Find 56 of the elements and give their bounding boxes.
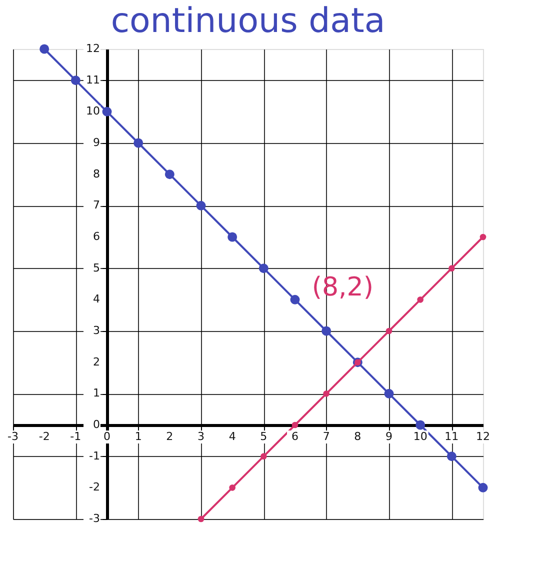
point — [416, 420, 426, 430]
point — [102, 106, 112, 116]
x-tick-label: 3 — [198, 430, 204, 443]
y-tick-label: 3 — [93, 324, 100, 337]
y-tick-label: 6 — [93, 230, 100, 243]
point — [290, 294, 300, 304]
y-tick-label: 4 — [93, 292, 100, 306]
point — [480, 234, 486, 240]
x-tick-label: -3 — [8, 430, 18, 443]
x-tick-label: 11 — [444, 430, 459, 443]
y-tick-label: 10 — [86, 104, 100, 118]
point — [258, 264, 268, 274]
point — [196, 200, 206, 210]
y-tick-label: 2 — [93, 355, 100, 368]
point — [198, 516, 204, 522]
y-tick-label: 0 — [93, 418, 100, 431]
chart-title: continuous data — [110, 1, 386, 41]
point — [448, 265, 455, 272]
point — [478, 482, 488, 492]
x-tick-label: 7 — [322, 430, 330, 443]
x-tick-label: -2 — [38, 430, 50, 443]
x-tick-label: 12 — [476, 430, 490, 443]
point — [260, 453, 267, 460]
x-tick-label: 5 — [260, 430, 268, 443]
x-tick-label: 4 — [228, 430, 236, 443]
point — [164, 170, 174, 180]
x-tick-label: 8 — [354, 430, 362, 443]
x-tick-label: 6 — [292, 430, 298, 443]
y-tick-label: 1 — [93, 386, 100, 400]
y-tick-label: -3 — [89, 512, 100, 525]
y-tick-label: 12 — [86, 42, 100, 55]
y-tick-label: -1 — [89, 449, 100, 462]
y-tick-label: 7 — [93, 198, 100, 212]
y-tick-label: -2 — [89, 480, 100, 494]
y-tick-label: 5 — [93, 261, 100, 274]
point — [40, 44, 50, 54]
x-tick-label: 10 — [413, 430, 428, 443]
point — [446, 452, 456, 462]
y-tick-label: 11 — [86, 73, 100, 86]
point — [70, 76, 80, 86]
point — [228, 232, 238, 242]
point — [292, 422, 298, 428]
x-tick-label: 9 — [386, 430, 392, 443]
x-tick-label: 2 — [166, 430, 174, 443]
point — [323, 390, 330, 397]
x-tick-label: 1 — [134, 430, 142, 443]
point — [229, 484, 236, 491]
x-tick-label: -1 — [70, 430, 82, 443]
point — [322, 326, 332, 336]
point — [384, 388, 394, 398]
point — [417, 296, 424, 303]
x-tick-label: 0 — [104, 430, 110, 443]
point — [134, 138, 144, 148]
y-tick-label: 9 — [93, 136, 100, 149]
point — [386, 328, 392, 334]
y-tick-label: 8 — [93, 167, 100, 180]
